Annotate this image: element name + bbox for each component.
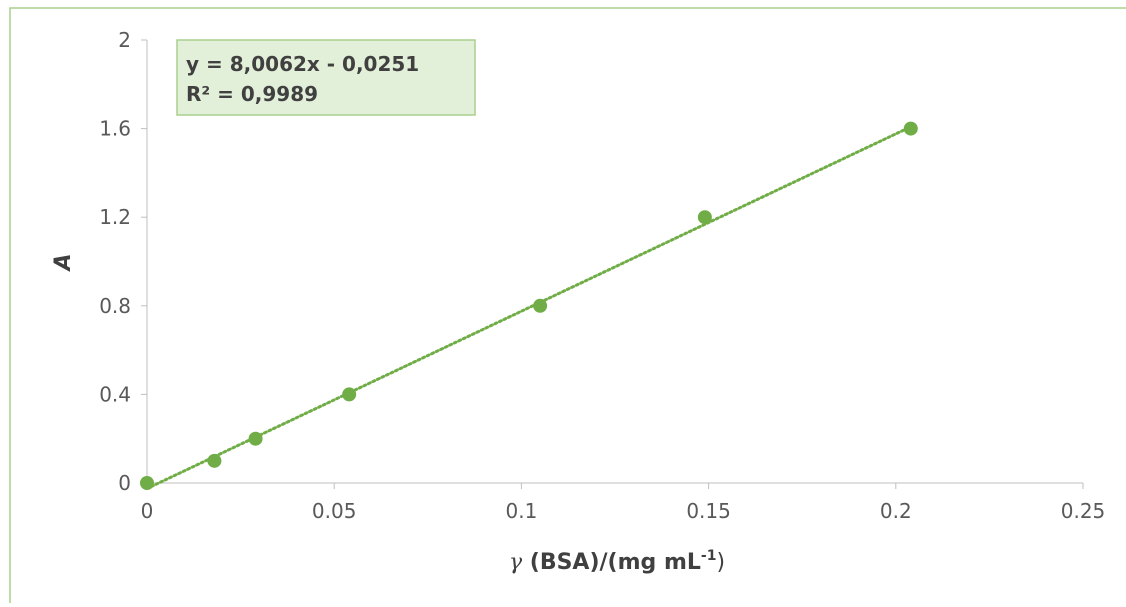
data-point[interactable] — [140, 476, 154, 490]
y-tick-label: 0.8 — [99, 294, 131, 318]
trendline — [145, 125, 913, 491]
x-axis-symbol: γ — [509, 550, 523, 575]
x-tick-label: 0.05 — [312, 499, 357, 523]
data-point[interactable] — [697, 210, 712, 225]
data-point[interactable] — [207, 453, 222, 468]
x-axis-superscript: -1 — [701, 548, 717, 564]
tick-labels: 0 0.4 0.8 1.2 1.6 2 0 0.05 0.1 0.15 0.2 0.25 — [99, 28, 1105, 523]
x-axis-closing: ) — [716, 550, 725, 575]
data-points — [140, 121, 918, 490]
y-tick-label: 1.6 — [99, 117, 131, 141]
trendline-layer — [145, 125, 913, 491]
y-tick-label: 0.4 — [99, 382, 131, 406]
x-axis-label: γ (BSA)/(mg mL-1) — [509, 548, 725, 575]
equation-label: y = 8,0062x - 0,0251 — [186, 52, 419, 76]
x-tick-label: 0.1 — [505, 499, 537, 523]
equation-box-background — [176, 39, 476, 116]
data-point[interactable] — [248, 431, 263, 446]
y-tick-label: 1.2 — [99, 205, 131, 229]
data-point[interactable] — [533, 298, 548, 313]
y-axis-label: A — [51, 253, 76, 272]
data-point[interactable] — [342, 387, 357, 402]
trendline-equation-box[interactable]: y = 8,0062x - 0,0251 R² = 0,9989 — [176, 39, 476, 116]
x-tick-label: 0 — [141, 499, 154, 523]
x-tick-label: 0.2 — [880, 499, 912, 523]
data-point[interactable] — [903, 121, 918, 136]
x-axis-text: (BSA)/(mg mL — [522, 550, 701, 575]
x-tick-label: 0.25 — [1061, 499, 1106, 523]
y-tick-label: 0 — [118, 471, 131, 495]
y-tick-label: 2 — [118, 28, 131, 52]
x-tick-label: 0.15 — [686, 499, 731, 523]
r-squared-label: R² = 0,9989 — [186, 82, 318, 106]
